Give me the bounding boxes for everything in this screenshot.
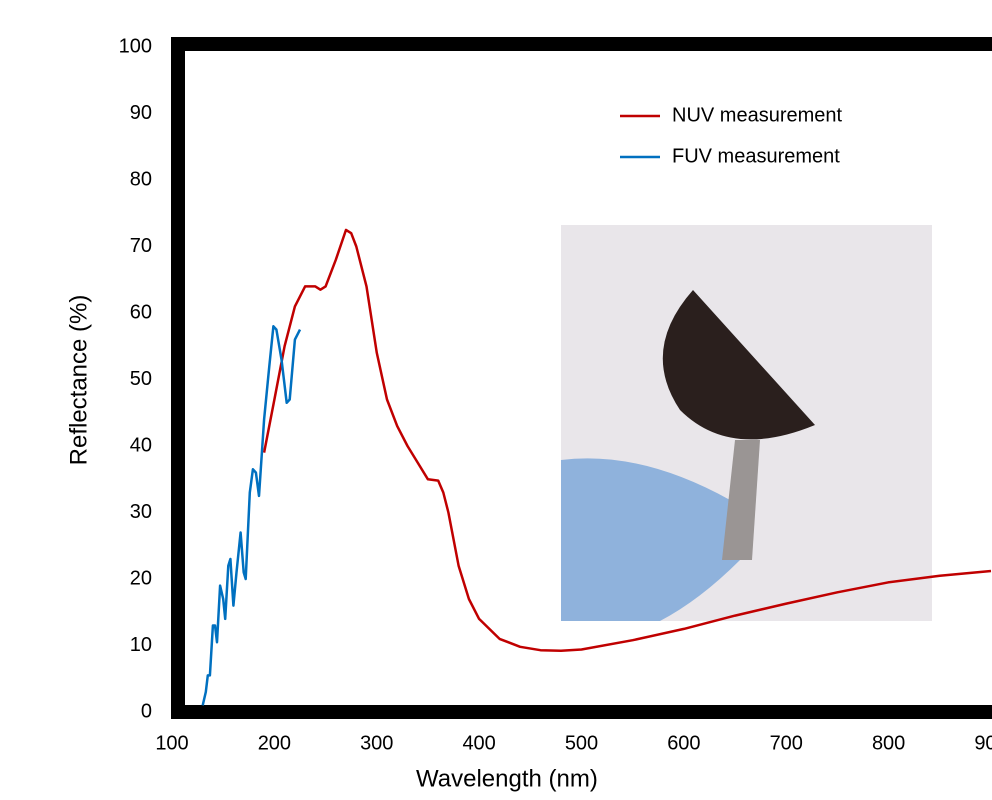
x-tick-label: 500 bbox=[565, 732, 598, 754]
y-tick-label: 100 bbox=[119, 35, 152, 57]
legend-label: FUV measurement bbox=[672, 145, 840, 167]
x-tick-label: 600 bbox=[667, 732, 700, 754]
glove bbox=[561, 458, 740, 621]
legend-label: NUV measurement bbox=[672, 104, 843, 126]
y-tick-label: 10 bbox=[130, 634, 152, 656]
x-tick-label: 300 bbox=[360, 732, 393, 754]
x-tick-label: 200 bbox=[258, 732, 291, 754]
y-tick-label: 0 bbox=[141, 700, 152, 722]
x-tick-label: 100 bbox=[155, 732, 188, 754]
x-axis-label: Wavelength (nm) bbox=[416, 765, 598, 792]
plot-frame bbox=[171, 37, 992, 719]
y-tick-label: 30 bbox=[130, 501, 152, 523]
tweezers bbox=[722, 440, 760, 560]
x-tick-label: 700 bbox=[770, 732, 803, 754]
y-tick-label: 90 bbox=[130, 102, 152, 124]
inset-photo bbox=[561, 225, 932, 621]
y-tick-label: 70 bbox=[130, 235, 152, 257]
x-tick-label: 400 bbox=[462, 732, 495, 754]
y-tick-label: 60 bbox=[130, 301, 152, 323]
y-tick-label: 50 bbox=[130, 368, 152, 390]
y-tick-label: 40 bbox=[130, 434, 152, 456]
x-tick-label: 800 bbox=[872, 732, 905, 754]
y-tick-label: 20 bbox=[130, 567, 152, 589]
series-line bbox=[262, 228, 992, 653]
x-tick-label: 900 bbox=[974, 732, 992, 754]
y-axis-label: Reflectance (%) bbox=[65, 295, 92, 466]
sample bbox=[662, 290, 815, 440]
y-tick-label: 80 bbox=[130, 168, 152, 190]
series-line bbox=[201, 325, 302, 706]
